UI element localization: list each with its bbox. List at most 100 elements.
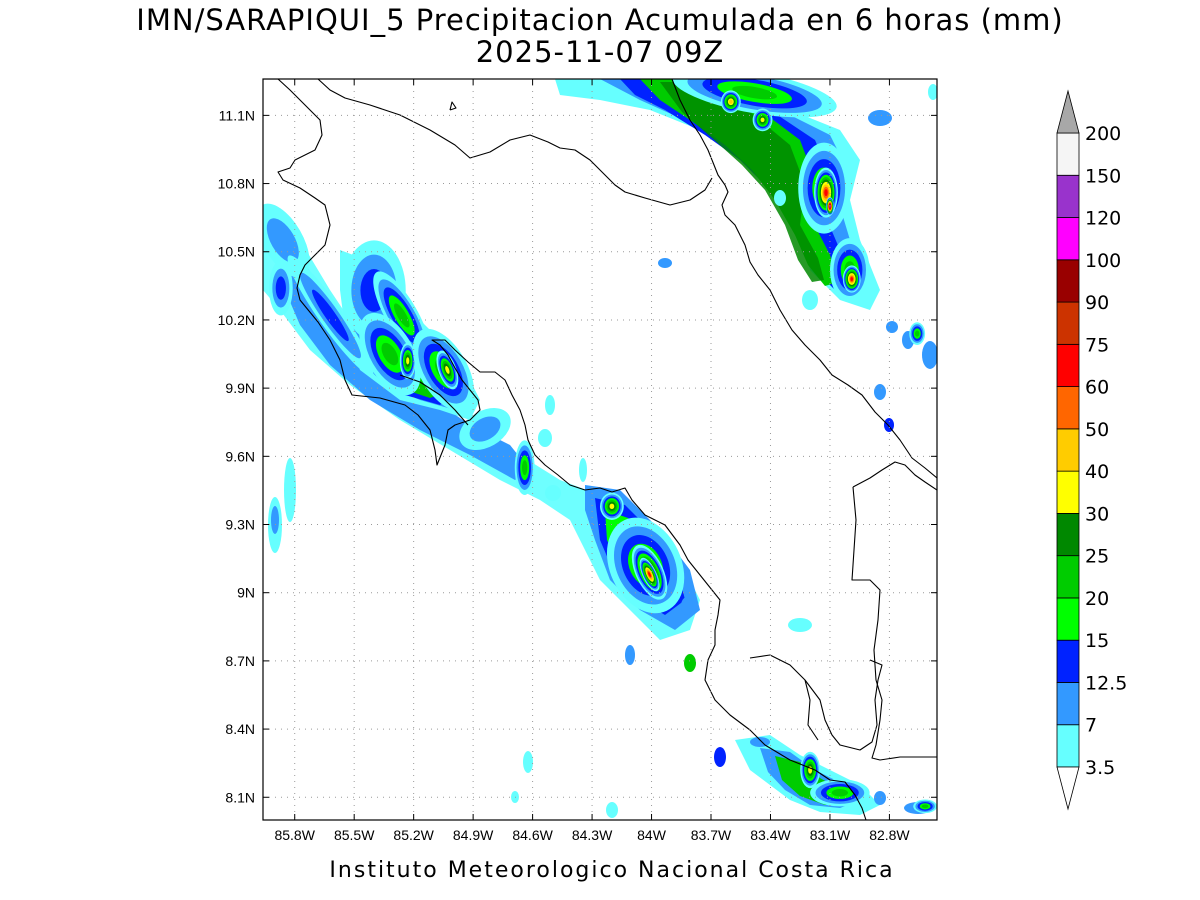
colorbar-swatch: [1056, 428, 1080, 472]
colorbar-over-arrow: [1056, 89, 1080, 134]
colorbar-swatch: [1056, 132, 1080, 176]
precip-cell: [913, 799, 937, 814]
precip-contour: [921, 804, 929, 809]
x-tick-label: 84.9W: [453, 827, 494, 843]
precip-contour: [831, 789, 848, 797]
colorbar-label: 25: [1085, 546, 1109, 568]
precip-contour: [469, 416, 501, 442]
precip-contour: [824, 189, 828, 197]
precip-contour: [648, 572, 651, 577]
y-tick-label: 9.6N: [225, 448, 255, 464]
y-tick-label: 8.4N: [225, 721, 255, 737]
y-tick-label: 9.3N: [225, 517, 255, 533]
colorbar-label: 90: [1085, 292, 1109, 314]
colorbar-label: 200: [1085, 123, 1121, 145]
colorbar-under-arrow: [1056, 766, 1080, 811]
colorbar-label: 12.5: [1085, 672, 1127, 694]
colorbar-swatch: [1056, 597, 1080, 641]
x-tick-label: 83.7W: [691, 827, 732, 843]
precip-contour: [266, 218, 299, 263]
precip-contour: [381, 342, 399, 366]
colorbar-swatch: [1056, 555, 1080, 599]
x-tick-label: 82.8W: [869, 827, 910, 843]
precip-cell: [268, 260, 293, 316]
colorbar-label: 20: [1085, 588, 1109, 610]
colorbar-swatch: [1056, 259, 1080, 303]
precip-cell: [399, 342, 416, 380]
footer-credit: Instituto Meteorologico Nacional Costa R…: [329, 858, 894, 883]
nicaragua-cr-border: [671, 79, 713, 161]
y-tick-label: 9.9N: [225, 380, 255, 396]
precip-cell: [639, 557, 660, 592]
colorbar-label: 30: [1085, 503, 1109, 525]
y-tick-label: 11.1N: [219, 107, 255, 123]
precip-cell: [842, 265, 861, 293]
precip-contour: [850, 277, 854, 281]
x-tick-label: 84W: [637, 827, 667, 843]
x-tick-label: 83.4W: [750, 827, 791, 843]
colorbar-swatch: [1056, 386, 1080, 430]
y-tick-label: 10.5N: [218, 244, 255, 260]
precip-contour: [521, 460, 528, 476]
map-subtitle-date: 2025-11-07 09Z: [476, 35, 725, 69]
x-tick-label: 85.5W: [334, 827, 375, 843]
cr-panama-land-border: [851, 486, 937, 761]
precip-contour: [609, 503, 615, 510]
osa-peninsula: [749, 654, 883, 751]
precip-cell: [287, 255, 374, 376]
colorbar-swatch: [1056, 682, 1080, 726]
panama-border: [852, 461, 937, 491]
precip-contour: [445, 366, 450, 374]
y-tick-label: 10.2N: [218, 312, 255, 328]
precip-contour: [393, 303, 410, 328]
y-tick-label: 8.7N: [225, 653, 255, 669]
precip-contour: [729, 99, 733, 104]
colorbar-label: 15: [1085, 630, 1109, 652]
precip-cell: [814, 167, 838, 218]
map-title: IMN/SARAPIQUI_5 Precipitacion Acumulada …: [136, 3, 1063, 37]
nicaragua-pacific-coast: [277, 79, 867, 820]
precip-cell: [909, 322, 926, 345]
colorbar-swatch: [1056, 639, 1080, 683]
colorbar-label: 120: [1085, 208, 1121, 230]
precip-cell: [514, 440, 535, 495]
colorbar-swatch: [1056, 513, 1080, 557]
small-island: [449, 101, 457, 111]
lat-lon-grid: [263, 79, 937, 820]
precip-cell: [672, 79, 837, 118]
precip-contour: [406, 357, 410, 365]
colorbar-label: 7: [1085, 715, 1097, 737]
colorbar-swatch: [1056, 301, 1080, 345]
precip-cell: [800, 751, 821, 789]
x-tick-label: 84.6W: [512, 827, 553, 843]
x-tick-label: 84.3W: [572, 827, 613, 843]
colorbar-swatch: [1056, 217, 1080, 261]
precip-cell: [752, 108, 773, 132]
colorbar-swatch: [1056, 724, 1080, 768]
precip-contour: [275, 276, 286, 300]
precip-cells: [263, 79, 937, 814]
colorbar-label: 50: [1085, 419, 1109, 441]
colorbar-label: 3.5: [1085, 757, 1115, 779]
colorbar-label: 60: [1085, 377, 1109, 399]
x-tick-label: 85.8W: [274, 827, 315, 843]
precip-cell: [720, 90, 741, 114]
precip-contour: [915, 330, 920, 337]
colorbar-swatch: [1056, 174, 1080, 218]
precip-cell: [600, 492, 624, 520]
precip-contour: [732, 85, 778, 100]
colorbar-legend: 3.5 7 12.5 15 20 25 30 40 50 60 75 90 100 120 150 200: [1056, 89, 1127, 811]
golfo-dulce: [804, 679, 819, 741]
x-tick-label: 83.1W: [810, 827, 851, 843]
y-tick-label: 9N: [237, 585, 255, 601]
precip-cell: [436, 350, 459, 390]
x-tick-label: 85.2W: [393, 827, 434, 843]
colorbar-label: 150: [1085, 165, 1121, 187]
latitude-axis: 11.1N 10.8N 10.5N 10.2N 9.9N 9.6N 9.3N 9N 8.7N 8.…: [218, 107, 937, 805]
colorbar-label: 100: [1085, 250, 1121, 272]
colorbar-label: 75: [1085, 334, 1109, 356]
coastlines-and-borders: [263, 79, 937, 820]
precip-contour: [760, 117, 765, 123]
precip-contour: [312, 289, 349, 342]
